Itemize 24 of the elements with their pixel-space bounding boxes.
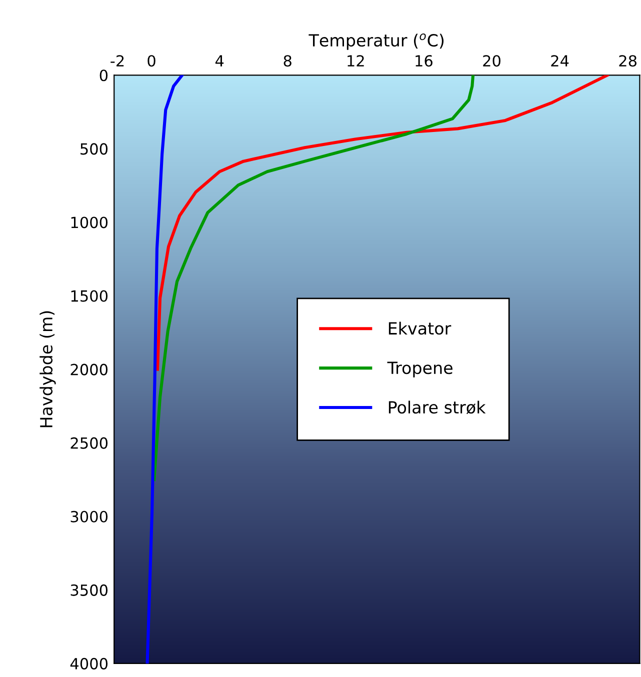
y-tick-label: 3000 xyxy=(70,510,108,522)
y-tick-label: 2000 xyxy=(70,364,108,376)
y-tick-label: 0 xyxy=(100,70,108,82)
x-tick-label: 24 xyxy=(551,55,569,66)
x-tick-label: 4 xyxy=(215,55,224,66)
x-tick-label: 16 xyxy=(416,55,432,67)
legend-label: Ekvator xyxy=(388,322,452,335)
y-axis-title: Havdybde (m) xyxy=(40,311,56,428)
y-tick-label: 1000 xyxy=(71,216,108,228)
x-tick-label: 28 xyxy=(619,55,636,67)
legend-label: Polare strøk xyxy=(388,400,486,414)
y-tick-label: 3500 xyxy=(70,584,108,596)
x-tick-label: 0 xyxy=(148,55,156,67)
x-axis-title: Temperatur ($^{o}$C) xyxy=(308,33,444,50)
x-tick-label: 12 xyxy=(348,55,364,66)
x-tick-label: -2 xyxy=(110,55,124,66)
x-tick-label: 20 xyxy=(483,55,500,67)
legend-label: Tropene xyxy=(387,362,452,378)
y-tick-label: 500 xyxy=(80,143,108,155)
line-series xyxy=(146,75,184,664)
y-tick-label: 1500 xyxy=(71,290,108,302)
y-tick-label: 4000 xyxy=(70,658,108,670)
y-tick-label: 2500 xyxy=(70,437,108,449)
x-tick-label: 8 xyxy=(284,55,292,67)
